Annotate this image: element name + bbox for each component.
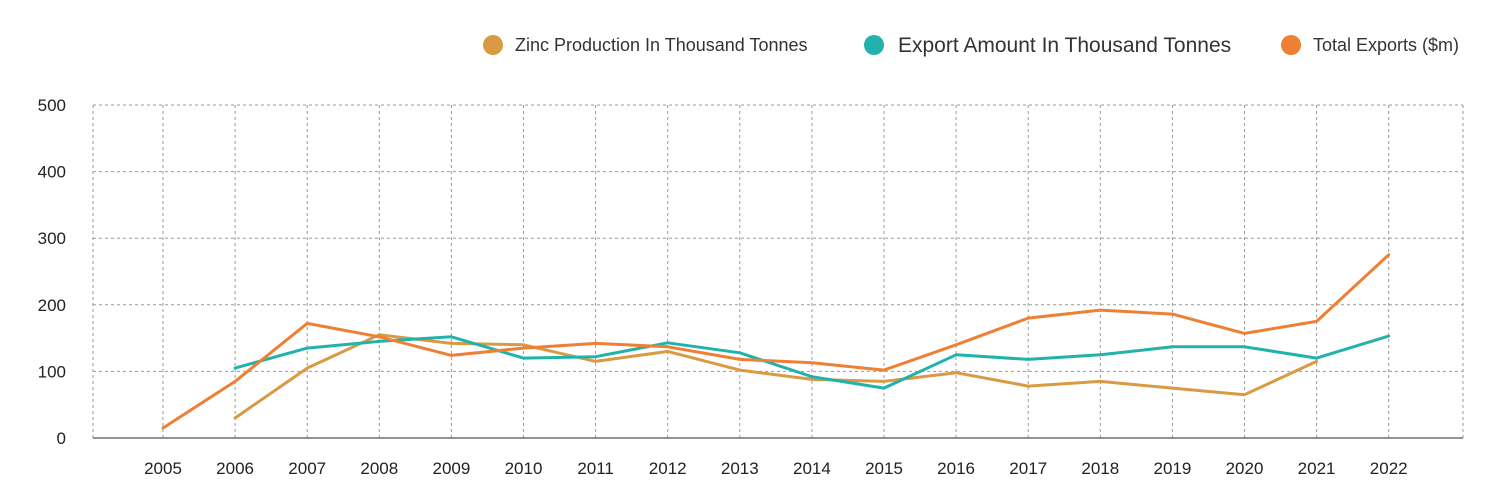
legend-label-3: Total Exports ($m) [1313, 35, 1459, 55]
axes: 0 100 200 300 400 500 2005 2006 2007 2008 2009 2010… [38, 96, 1463, 478]
x-tick-label: 2019 [1153, 459, 1191, 478]
legend-marker-1 [483, 35, 503, 55]
legend-marker-2 [864, 35, 884, 55]
x-tick-label: 2005 [144, 459, 182, 478]
x-tick-label: 2009 [432, 459, 470, 478]
x-tick-label: 2012 [649, 459, 687, 478]
x-tick-label: 2008 [360, 459, 398, 478]
legend-label-1: Zinc Production In Thousand Tonnes [515, 35, 808, 55]
x-tick-label: 2020 [1226, 459, 1264, 478]
y-tick-label: 0 [57, 429, 66, 448]
series-lines [161, 253, 1391, 430]
x-tick-label: 2014 [793, 459, 831, 478]
y-tick-label: 100 [38, 362, 66, 381]
x-tick-label: 2010 [505, 459, 543, 478]
x-tick-label: 2016 [937, 459, 975, 478]
x-tick-label: 2011 [577, 459, 614, 478]
legend-label-2: Export Amount In Thousand Tonnes [898, 34, 1231, 57]
x-tick-label: 2018 [1081, 459, 1119, 478]
x-tick-label: 2022 [1370, 459, 1408, 478]
series-line-2 [233, 334, 1391, 390]
y-tick-label: 200 [38, 296, 66, 315]
legend-marker-3 [1281, 35, 1301, 55]
x-tick-label: 2013 [721, 459, 759, 478]
y-tick-label: 300 [38, 229, 66, 248]
x-tick-label: 2007 [288, 459, 326, 478]
y-tick-label: 400 [38, 163, 66, 182]
legend: Zinc Production In Thousand Tonnes Export… [483, 34, 1459, 57]
x-tick-label: 2021 [1298, 459, 1336, 478]
series-line-3 [161, 253, 1391, 430]
x-tick-label: 2006 [216, 459, 254, 478]
y-tick-label: 500 [38, 96, 66, 115]
series-line-1 [233, 333, 1319, 420]
x-tick-label: 2015 [865, 459, 903, 478]
x-tick-label: 2017 [1009, 459, 1047, 478]
